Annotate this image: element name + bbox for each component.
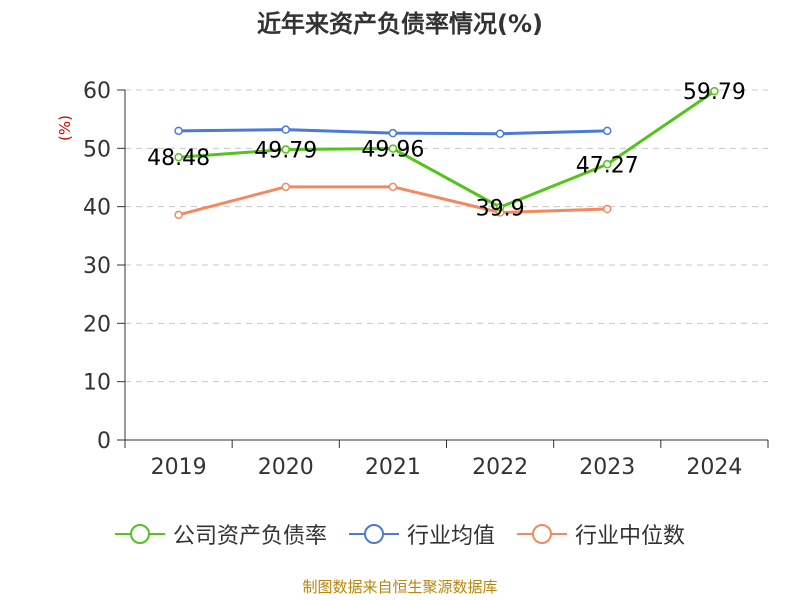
legend-swatch-company	[114, 524, 165, 544]
series-point-1	[603, 126, 612, 136]
series-point-0	[174, 152, 183, 162]
y-axis-label: (%)	[56, 115, 74, 141]
y-tick-label: 0	[97, 429, 111, 454]
legend-swatch-industry-median	[517, 524, 567, 544]
y-tick-label: 60	[83, 79, 111, 104]
series-point-1	[174, 126, 183, 136]
series-point-1	[281, 125, 290, 134]
data-label: 39.9	[476, 196, 525, 221]
legend-swatch-industry-mean	[348, 524, 399, 544]
legend-item-industry-median[interactable]: 行业中位数	[517, 518, 685, 550]
series-point-1	[388, 128, 398, 138]
y-tick-label: 10	[83, 371, 111, 396]
y-tick-label: 30	[83, 254, 111, 279]
legend-label-industry-mean: 行业均值	[406, 524, 495, 549]
legend-label-company: 公司资产负债率	[172, 524, 327, 549]
series-point-2	[174, 210, 183, 220]
y-tick-label: 20	[83, 312, 111, 337]
legend-label-industry-median: 行业中位数	[575, 524, 686, 549]
series-point-2	[603, 204, 612, 214]
data-label: 49.79	[254, 139, 317, 164]
x-tick-label: 2019	[151, 455, 207, 480]
data-label: 59.79	[683, 80, 746, 105]
series-point-1	[495, 129, 505, 138]
data-label: 47.27	[576, 153, 639, 178]
series-point-0	[388, 144, 398, 153]
x-tick-label: 2022	[472, 455, 528, 480]
legend: 公司资产负债率 行业均值 行业中位数	[0, 518, 800, 550]
data-label: 49.96	[361, 138, 424, 163]
series-point-0	[710, 86, 719, 96]
source-note: 制图数据来自恒生聚源数据库	[302, 578, 498, 596]
x-tick-label: 2023	[579, 455, 635, 480]
series-point-0	[603, 160, 612, 169]
x-tick-label: 2021	[365, 455, 421, 480]
legend-item-company[interactable]: 公司资产负债率	[114, 518, 327, 550]
y-tick-label: 50	[83, 137, 111, 162]
series-point-2	[388, 182, 398, 192]
series-point-0	[495, 203, 505, 212]
chart-title: 近年来资产负债率情况(%)	[257, 10, 543, 38]
legend-item-industry-mean[interactable]: 行业均值	[348, 518, 495, 550]
x-tick-label: 2020	[258, 455, 314, 480]
data-label: 48.48	[147, 146, 210, 171]
series-point-2	[281, 182, 290, 192]
series-point-0	[281, 145, 290, 154]
series-line-0	[178, 89, 716, 209]
x-tick-label: 2024	[686, 455, 742, 480]
y-tick-label: 40	[83, 196, 111, 221]
